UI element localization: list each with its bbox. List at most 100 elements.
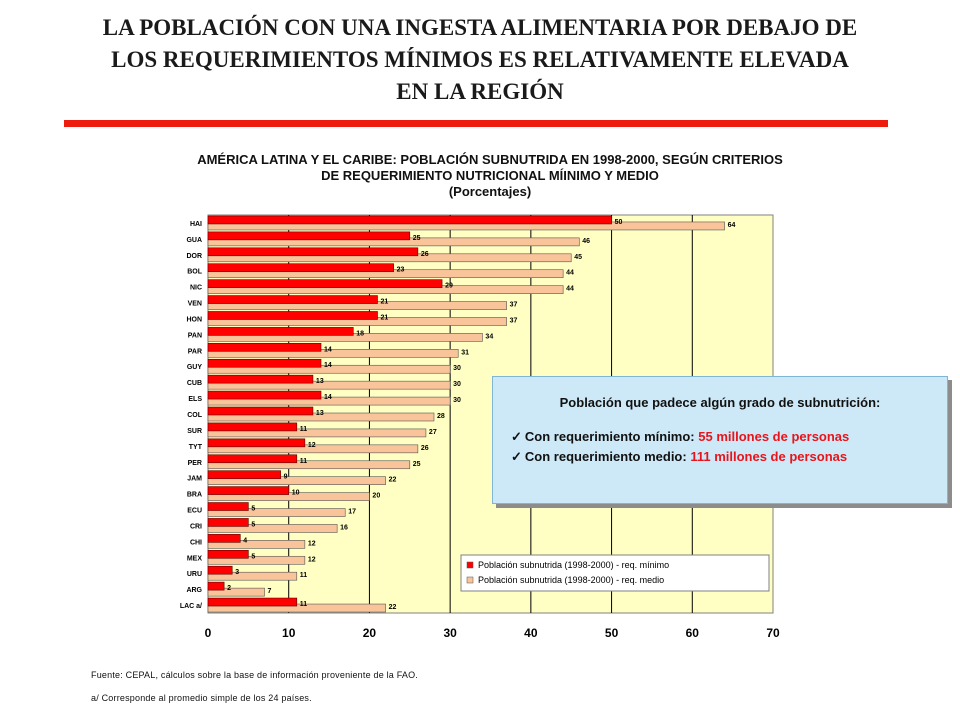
category-label: ARG (186, 587, 202, 594)
bar-medio (207, 476, 386, 485)
callout-item-label: Con requerimiento medio: (524, 449, 687, 464)
data-label-medio: 44 (566, 286, 574, 293)
footnote-lac: a/ Corresponde al promedio simple de los… (91, 693, 312, 703)
data-label-minimo: 25 (413, 235, 421, 242)
data-label-medio: 7 (268, 588, 272, 595)
x-tick-label: 70 (766, 626, 780, 640)
check-icon: ✓ (511, 449, 522, 464)
callout-item-label: Con requerimiento mínimo: (524, 429, 695, 444)
legend-box (460, 554, 770, 592)
bar-minimo (207, 470, 281, 479)
data-label-medio: 16 (340, 524, 348, 531)
bar-medio (207, 444, 419, 454)
data-label-minimo: 12 (308, 442, 316, 449)
data-label-medio: 20 (372, 493, 380, 500)
category-label: SUR (187, 428, 202, 435)
category-label: PAN (188, 332, 202, 339)
data-label-minimo: 29 (445, 283, 453, 290)
bar-minimo (207, 454, 298, 464)
callout-title: Población que padece algún grado de subn… (559, 395, 881, 410)
category-label: CHI (190, 539, 202, 546)
data-label-medio: 34 (485, 333, 493, 340)
callout-item-minimum: ✓ Con requerimiento mínimo: 55 millones d… (511, 429, 849, 445)
bar-minimo (207, 534, 241, 543)
legend-swatch (466, 576, 474, 584)
data-label-medio: 30 (453, 397, 461, 404)
data-label-medio: 12 (308, 540, 316, 547)
data-label-medio: 31 (461, 349, 469, 356)
bar-minimo (207, 518, 249, 527)
category-label: ECU (187, 508, 202, 515)
x-tick-label: 20 (363, 626, 377, 640)
chart-title: AMÉRICA LATINA Y EL CARIBE: POBLACIÓN SU… (90, 152, 890, 200)
bar-minimo (207, 565, 233, 575)
bar-medio (207, 587, 265, 597)
category-label: LAC a/ (180, 603, 202, 610)
category-label: ELS (188, 396, 202, 403)
x-tick-label: 50 (605, 626, 619, 640)
data-label-minimo: 5 (251, 506, 255, 513)
legend-label: Población subnutrida (1998-2000) - req. … (478, 575, 664, 585)
x-tick-label: 0 (205, 626, 212, 640)
data-label-minimo: 11 (300, 426, 308, 433)
bar-minimo (207, 343, 322, 352)
bar-minimo (207, 358, 322, 368)
data-label-medio: 17 (348, 509, 356, 516)
title-line: LOS REQUERIMIENTOS MÍNIMOS ES RELATIVAME… (111, 47, 849, 72)
chart-title-line: AMÉRICA LATINA Y EL CARIBE: POBLACIÓN SU… (197, 152, 783, 167)
category-label: BOL (187, 269, 203, 276)
x-tick-label: 30 (443, 626, 457, 640)
chart-title-line: DE REQUERIMIENTO NUTRICIONAL MÍINIMO Y M… (321, 168, 659, 183)
bar-medio (207, 540, 306, 549)
category-label: GUA (186, 237, 202, 244)
bar-minimo (207, 581, 225, 591)
category-label: URU (187, 571, 202, 578)
data-label-minimo: 14 (324, 394, 332, 401)
x-tick-label: 60 (686, 626, 700, 640)
data-label-minimo: 11 (300, 601, 308, 608)
data-label-medio: 45 (574, 254, 582, 261)
bar-medio (207, 380, 451, 390)
data-label-minimo: 14 (324, 346, 332, 353)
category-label: CUB (187, 380, 202, 387)
title-line: EN LA REGIÓN (396, 79, 564, 104)
bar-minimo (207, 327, 354, 336)
bar-minimo (207, 215, 612, 225)
data-label-minimo: 21 (381, 314, 389, 321)
category-label: NIC (190, 285, 202, 292)
data-label-medio: 37 (510, 317, 518, 324)
category-label: GUY (187, 364, 203, 371)
bar-medio (207, 460, 411, 470)
bar-minimo (207, 247, 419, 257)
data-label-medio: 28 (437, 413, 445, 420)
bar-minimo (207, 438, 306, 448)
category-label: TYT (189, 444, 203, 451)
bar-medio (207, 364, 451, 374)
data-label-minimo: 13 (316, 378, 324, 385)
data-label-minimo: 2 (227, 585, 231, 592)
data-label-minimo: 18 (356, 330, 364, 337)
category-label: DOR (186, 253, 202, 260)
callout-item-value: 111 millones de personas (690, 449, 848, 464)
subnutrition-callout: Población que padece algún grado de subn… (492, 376, 948, 504)
callout-item-medium: ✓ Con requerimiento medio: 111 millones d… (511, 449, 847, 465)
category-label: COL (187, 412, 203, 419)
x-tick-label: 10 (282, 626, 296, 640)
bar-minimo (207, 279, 443, 288)
title-divider (64, 120, 888, 127)
bar-medio (207, 524, 338, 533)
bar-medio (207, 555, 306, 565)
data-label-minimo: 4 (243, 537, 247, 544)
bar-minimo (207, 374, 314, 384)
category-label: PAR (188, 348, 202, 355)
source-note: Fuente: CEPAL, cálculos sobre la base de… (91, 670, 419, 680)
data-label-medio: 46 (582, 238, 590, 245)
data-label-medio: 11 (300, 572, 308, 579)
legend-swatch (466, 561, 474, 569)
check-icon: ✓ (511, 429, 522, 444)
bar-medio (207, 396, 451, 406)
bar-minimo (207, 231, 411, 241)
data-label-medio: 30 (453, 381, 461, 388)
data-label-medio: 22 (389, 604, 397, 611)
